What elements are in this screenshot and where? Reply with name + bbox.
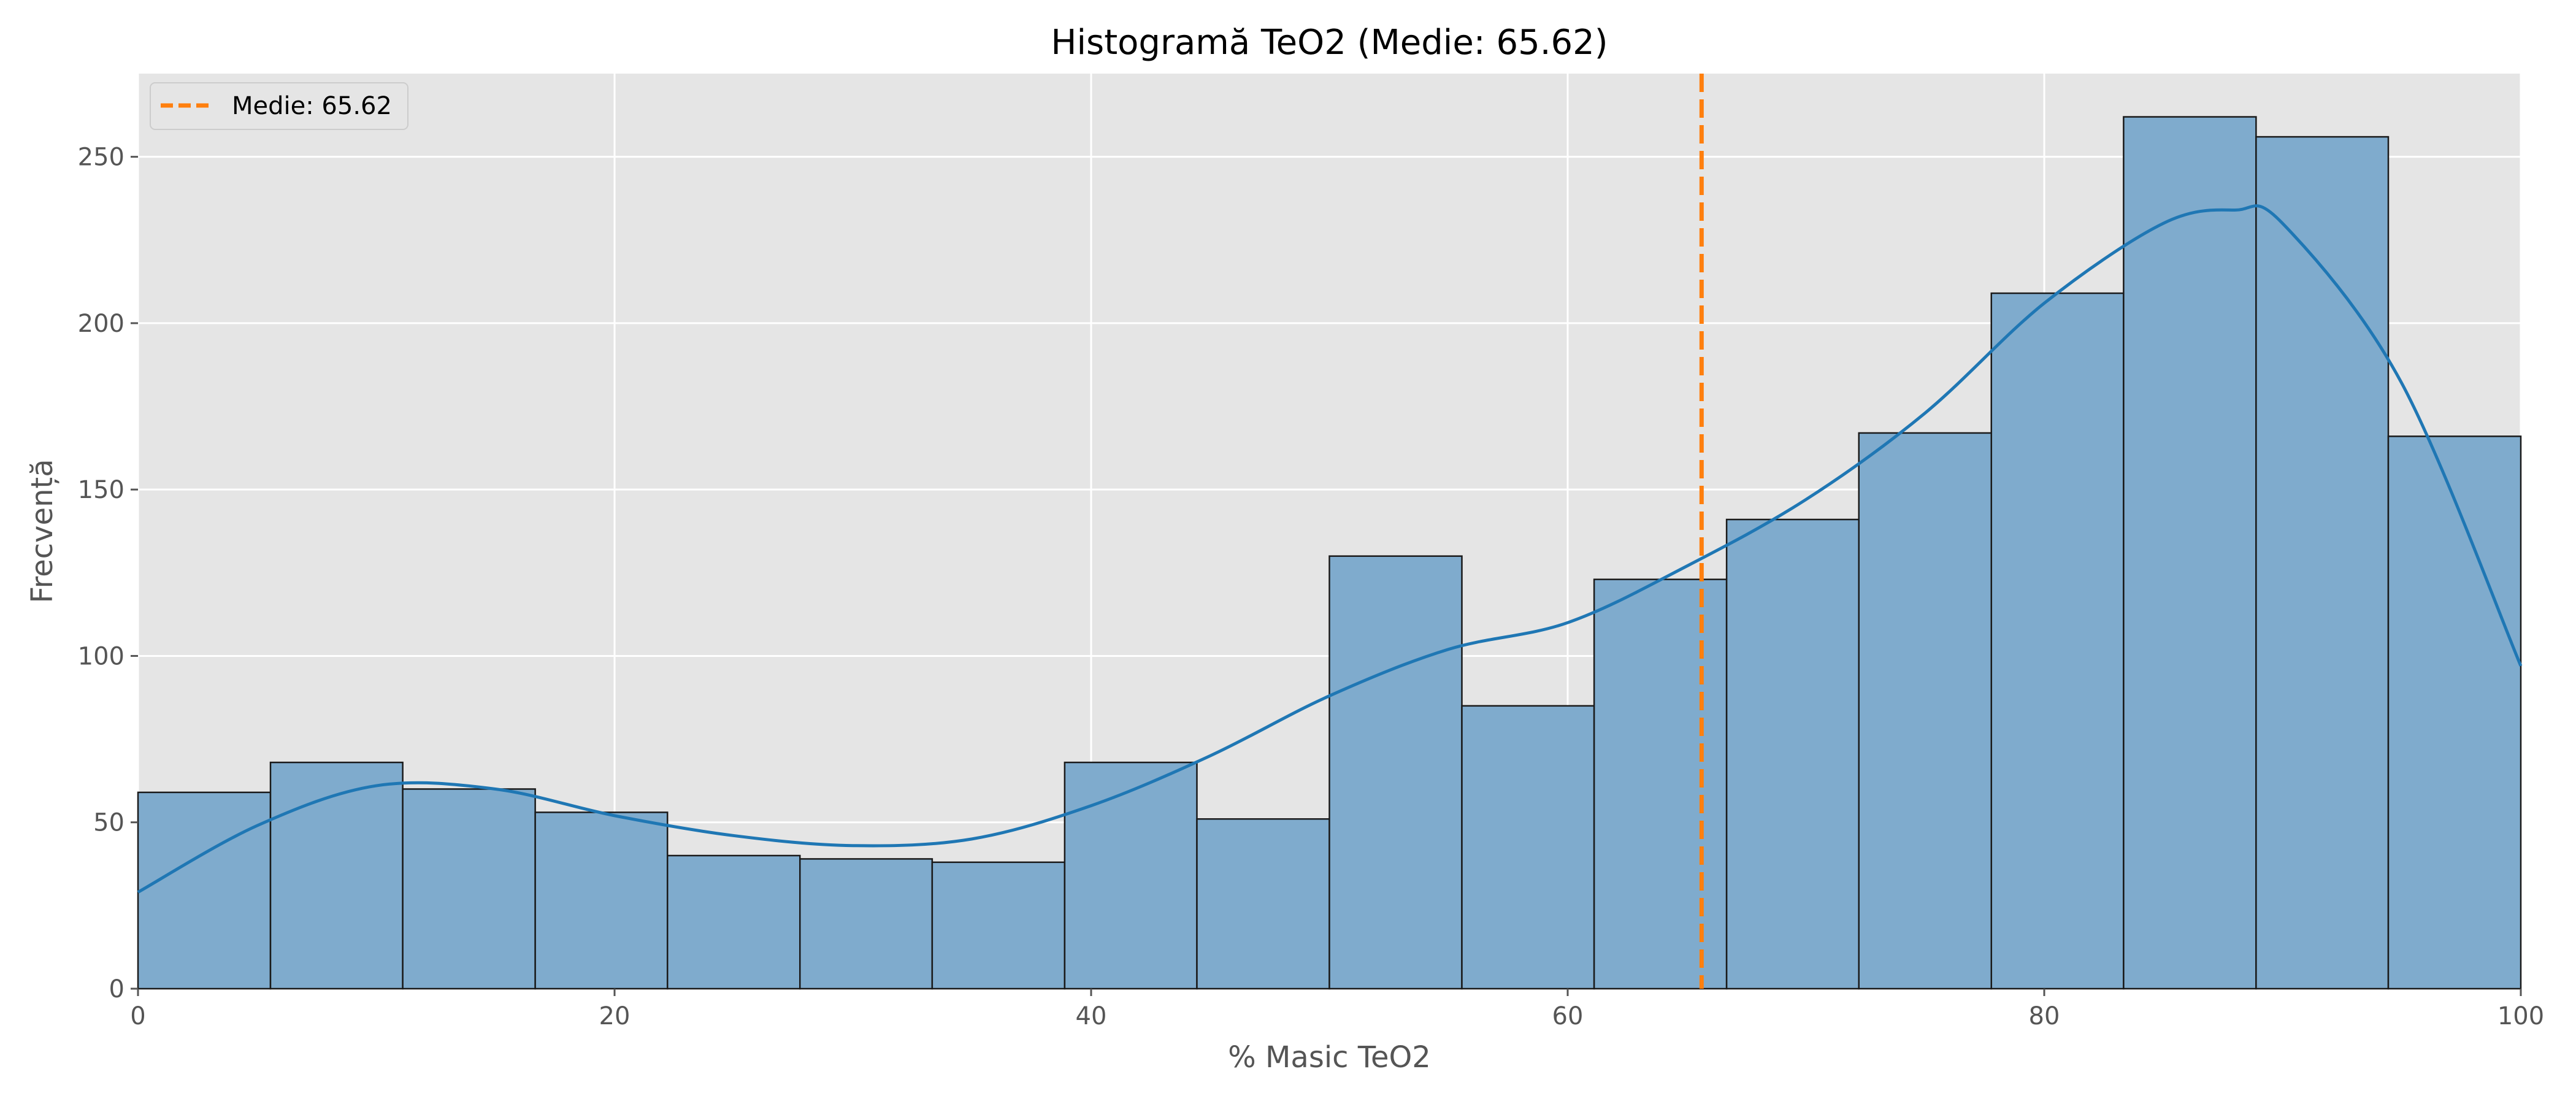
legend: Medie: 65.62 bbox=[150, 82, 408, 130]
histogram-bar bbox=[1461, 705, 1595, 990]
histogram-bar bbox=[666, 854, 801, 990]
histogram-bar bbox=[931, 861, 1066, 990]
histogram-bar bbox=[1593, 578, 1728, 990]
histogram-bar bbox=[2255, 136, 2390, 990]
y-tick-label: 50 bbox=[93, 809, 125, 837]
y-tick-label: 200 bbox=[78, 310, 125, 338]
histogram-bar bbox=[534, 811, 669, 990]
x-tick-label: 20 bbox=[599, 1002, 631, 1030]
y-tick-label: 250 bbox=[78, 144, 125, 172]
x-tick-label: 0 bbox=[130, 1002, 145, 1030]
x-tick-label: 60 bbox=[1552, 1002, 1584, 1030]
chart-title: Histogramă TeO2 (Medie: 65.62) bbox=[1051, 23, 1608, 63]
histogram-bar bbox=[1725, 518, 1860, 990]
histogram-bar bbox=[1858, 432, 1993, 990]
legend-box bbox=[150, 82, 408, 130]
histogram-bars bbox=[137, 116, 2522, 990]
y-tick-label: 0 bbox=[109, 975, 125, 1003]
axis-ticks: 0 20 40 60 80 100 0 50 100 150 200 250 bbox=[78, 144, 2545, 1030]
y-axis-label: Frecvență bbox=[25, 459, 59, 603]
histogram-bar bbox=[1196, 818, 1330, 990]
x-tick-label: 40 bbox=[1076, 1002, 1107, 1030]
y-tick-label: 100 bbox=[78, 642, 125, 670]
legend-mean-label: Medie: 65.62 bbox=[232, 92, 392, 120]
kde-curve bbox=[137, 204, 2523, 894]
histogram-bar bbox=[1064, 761, 1198, 990]
histogram-bar bbox=[402, 788, 536, 990]
histogram-bar bbox=[137, 791, 272, 990]
histogram-bar bbox=[1328, 555, 1463, 990]
x-tick-label: 80 bbox=[2029, 1002, 2060, 1030]
x-axis-label: % Masic TeO2 bbox=[1228, 1040, 1431, 1075]
x-tick-label: 100 bbox=[2497, 1002, 2544, 1030]
y-tick-label: 150 bbox=[78, 476, 125, 504]
histogram-bar bbox=[2123, 116, 2257, 990]
histogram-bar bbox=[2387, 435, 2522, 990]
histogram-bar bbox=[799, 858, 933, 990]
histogram-bar bbox=[1990, 292, 2125, 990]
